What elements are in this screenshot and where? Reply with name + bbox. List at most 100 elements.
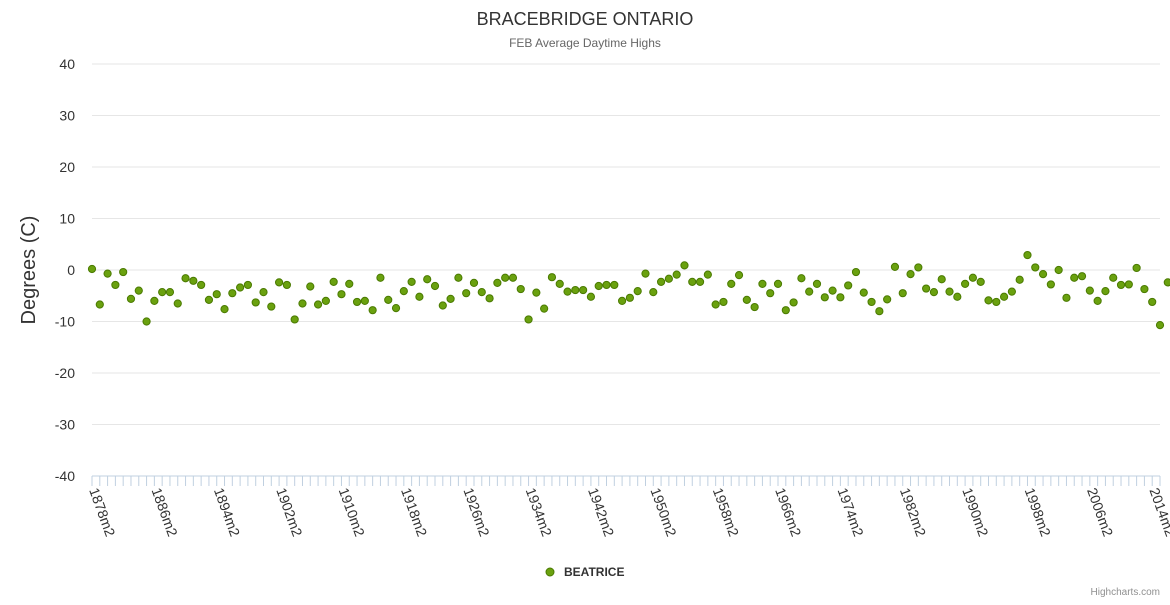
data-point[interactable] — [524, 315, 533, 324]
data-point[interactable] — [1163, 278, 1170, 287]
data-point[interactable] — [773, 279, 783, 289]
data-point[interactable] — [992, 297, 1001, 307]
data-point[interactable] — [493, 278, 502, 287]
data-point[interactable] — [641, 269, 650, 278]
data-point[interactable] — [906, 270, 915, 279]
data-point[interactable] — [664, 274, 673, 283]
data-point[interactable] — [228, 289, 237, 298]
data-point[interactable] — [1007, 287, 1016, 296]
data-point[interactable] — [142, 317, 151, 326]
data-point[interactable] — [898, 289, 907, 298]
data-point[interactable] — [150, 296, 159, 305]
data-point[interactable] — [672, 270, 681, 279]
data-point[interactable] — [212, 290, 221, 299]
data-point[interactable] — [501, 273, 510, 282]
data-point[interactable] — [1046, 280, 1055, 289]
data-point[interactable] — [750, 302, 759, 312]
data-point[interactable] — [1148, 297, 1157, 307]
data-point[interactable] — [259, 288, 268, 297]
data-point[interactable] — [812, 279, 822, 289]
data-point[interactable] — [165, 288, 175, 297]
data-point[interactable] — [306, 282, 315, 291]
data-point[interactable] — [688, 277, 697, 286]
data-point[interactable] — [602, 280, 611, 290]
data-point[interactable] — [477, 288, 486, 297]
data-point[interactable] — [1023, 250, 1032, 260]
data-point[interactable] — [555, 279, 564, 289]
data-point[interactable] — [1101, 287, 1110, 296]
data-point[interactable] — [87, 264, 97, 274]
data-point[interactable] — [586, 292, 596, 301]
data-point[interactable] — [758, 279, 767, 289]
data-point[interactable] — [446, 294, 455, 303]
data-point[interactable] — [929, 288, 939, 297]
data-point[interactable] — [633, 287, 642, 296]
data-point[interactable] — [867, 297, 876, 307]
data-point[interactable] — [462, 289, 471, 298]
data-point[interactable] — [618, 296, 627, 305]
data-point[interactable] — [540, 304, 549, 313]
data-point[interactable] — [579, 285, 588, 295]
data-point[interactable] — [407, 277, 416, 286]
data-point[interactable] — [695, 277, 705, 286]
data-point[interactable] — [236, 283, 245, 292]
data-point[interactable] — [391, 304, 401, 313]
data-point[interactable] — [828, 286, 837, 295]
data-point[interactable] — [368, 306, 377, 315]
data-point[interactable] — [1015, 275, 1024, 284]
data-point[interactable] — [984, 296, 993, 305]
data-point[interactable] — [711, 300, 720, 309]
data-point[interactable] — [571, 285, 580, 295]
data-point[interactable] — [126, 294, 136, 303]
data-point[interactable] — [197, 280, 206, 290]
data-point[interactable] — [1070, 273, 1079, 282]
data-point[interactable] — [999, 292, 1009, 301]
data-point[interactable] — [945, 287, 954, 296]
data-point[interactable] — [734, 271, 744, 280]
data-point[interactable] — [243, 280, 253, 290]
data-point[interactable] — [204, 295, 214, 304]
data-point[interactable] — [610, 280, 619, 290]
data-point[interactable] — [1062, 293, 1071, 302]
legend-marker-beatrice[interactable] — [545, 567, 555, 577]
data-point[interactable] — [883, 295, 892, 304]
data-point[interactable] — [1031, 263, 1040, 272]
data-point[interactable] — [1038, 270, 1048, 279]
data-point[interactable] — [1140, 284, 1149, 294]
data-point[interactable] — [298, 299, 307, 308]
data-point[interactable] — [423, 275, 432, 284]
data-point[interactable] — [875, 307, 884, 316]
data-point[interactable] — [158, 288, 167, 297]
legend-item-beatrice[interactable]: BEATRICE — [564, 565, 624, 579]
data-point[interactable] — [345, 279, 354, 289]
data-point[interactable] — [1085, 286, 1094, 295]
data-point[interactable] — [329, 277, 338, 286]
data-point[interactable] — [220, 305, 229, 314]
data-point[interactable] — [859, 288, 868, 297]
data-point[interactable] — [1155, 321, 1165, 330]
data-point[interactable] — [953, 292, 962, 301]
data-point[interactable] — [922, 284, 931, 293]
data-point[interactable] — [469, 278, 479, 287]
data-point[interactable] — [820, 293, 829, 302]
data-point[interactable] — [851, 267, 861, 277]
data-point[interactable] — [384, 295, 393, 304]
data-point[interactable] — [337, 290, 346, 299]
data-point[interactable] — [376, 273, 385, 282]
data-point[interactable] — [961, 279, 970, 289]
data-point[interactable] — [719, 297, 728, 307]
data-point[interactable] — [313, 300, 323, 309]
data-point[interactable] — [968, 273, 978, 282]
data-point[interactable] — [134, 286, 143, 295]
data-point[interactable] — [267, 302, 276, 311]
data-point[interactable] — [189, 276, 198, 285]
data-point[interactable] — [890, 262, 900, 272]
data-point[interactable] — [321, 296, 330, 305]
data-point[interactable] — [251, 298, 260, 307]
data-point[interactable] — [360, 296, 369, 305]
data-point[interactable] — [703, 270, 712, 279]
data-point[interactable] — [454, 273, 463, 282]
legend[interactable]: BEATRICE — [545, 565, 624, 579]
data-point[interactable] — [1077, 272, 1087, 281]
data-point[interactable] — [430, 281, 440, 291]
